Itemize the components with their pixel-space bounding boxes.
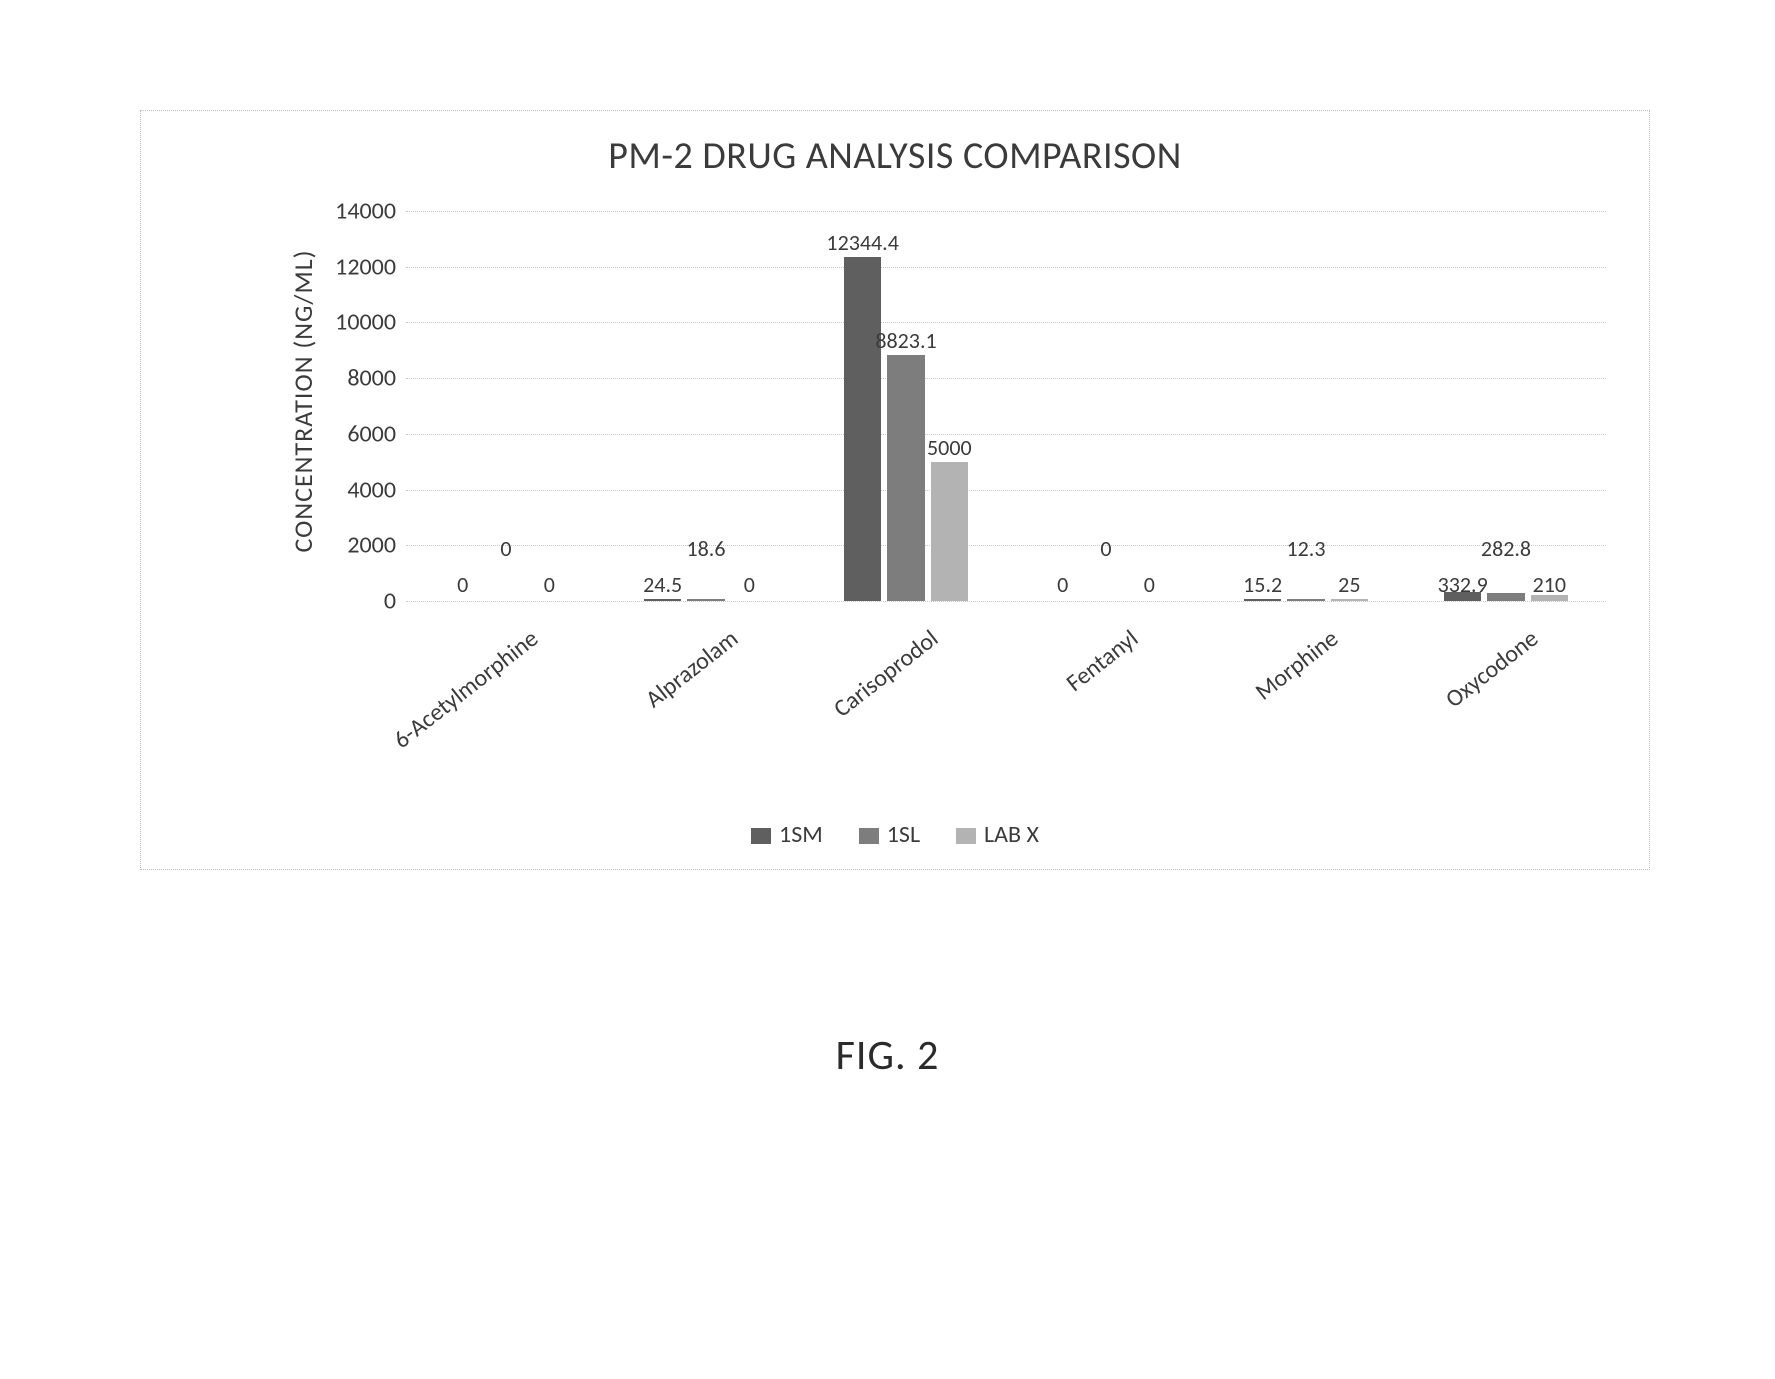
figure-caption: FIG. 2: [0, 1030, 1775, 1081]
y-axis-title: CONCENTRATION (NG/ML): [287, 249, 319, 552]
legend-swatch: [751, 828, 771, 844]
y-tick-label: 4000: [347, 475, 396, 504]
y-tick-label: 0: [384, 587, 396, 616]
bar-value-label: 5000: [927, 434, 972, 461]
legend-label: 1SM: [779, 820, 823, 849]
bar-value-label: 282.8: [1481, 535, 1531, 562]
bar-value-label: 12344.4: [826, 229, 898, 256]
bar-value-label: 210: [1533, 571, 1566, 598]
bar-value-label: 0: [1057, 571, 1068, 598]
x-axis-labels: 6-AcetylmorphineAlprazolamCarisoprodolFe…: [406, 606, 1606, 786]
y-tick-label: 14000: [335, 197, 396, 226]
bar-value-label: 12.3: [1286, 535, 1325, 562]
y-tick-label: 2000: [347, 531, 396, 560]
bar-value-label: 24.5: [643, 571, 682, 598]
x-tick-label: Fentanyl: [1061, 624, 1144, 698]
legend: 1SM 1SL LAB X: [141, 820, 1649, 849]
bar-value-label: 15.2: [1243, 571, 1282, 598]
chart-container: PM-2 DRUG ANALYSIS COMPARISON CONCENTRAT…: [140, 110, 1650, 870]
x-tick-label: Alprazolam: [640, 624, 744, 714]
chart-title: PM-2 DRUG ANALYSIS COMPARISON: [141, 133, 1649, 179]
legend-swatch: [859, 828, 879, 844]
bar-value-label: 0: [1144, 571, 1155, 598]
bar-value-label: 332.9: [1438, 571, 1488, 598]
bar-value-label: 8823.1: [875, 327, 936, 354]
bar-value-label: 0: [457, 571, 468, 598]
plot-area: 02000400060008000100001200014000 00024.5…: [406, 211, 1606, 601]
legend-item: 1SM: [751, 820, 823, 849]
y-tick-label: 8000: [347, 364, 396, 393]
legend-swatch: [956, 828, 976, 844]
x-tick-label: Carisoprodol: [828, 624, 944, 723]
bar-value-label: 0: [1100, 535, 1111, 562]
bar-value-label: 0: [500, 535, 511, 562]
x-tick-label: 6-Acetylmorphine: [388, 624, 544, 755]
y-tick-label: 10000: [335, 308, 396, 337]
legend-label: 1SL: [887, 820, 920, 849]
legend-item: LAB X: [956, 820, 1039, 849]
x-tick-label: Oxycodone: [1440, 624, 1544, 714]
legend-item: 1SL: [859, 820, 920, 849]
x-tick-label: Morphine: [1250, 624, 1344, 706]
bar-value-label: 25: [1338, 571, 1360, 598]
y-tick-label: 12000: [335, 252, 396, 281]
y-tick-label: 6000: [347, 419, 396, 448]
legend-label: LAB X: [984, 820, 1039, 849]
bar-value-label: 0: [744, 571, 755, 598]
bar-value-label: 0: [544, 571, 555, 598]
gridline: [406, 601, 1606, 602]
bar-value-label: 18.6: [686, 535, 725, 562]
